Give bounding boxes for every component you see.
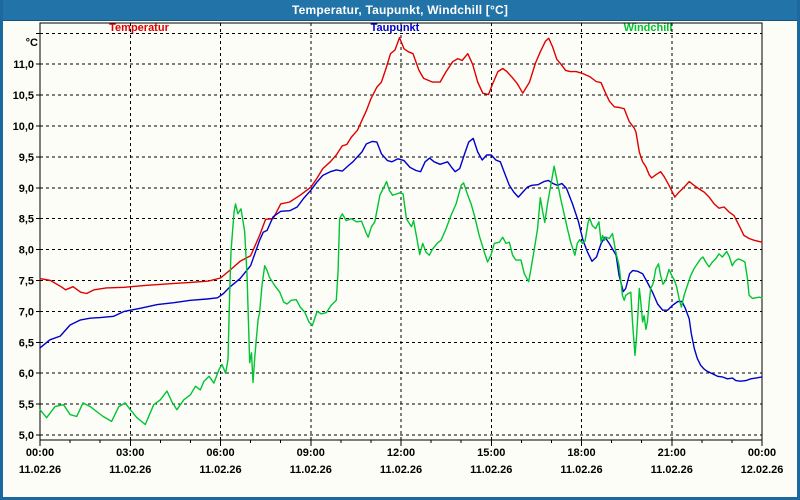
x-tick-date-label: 12.02.26 [741, 464, 784, 476]
y-tick-label: 9,0 [19, 183, 34, 195]
y-tick-label: 7,0 [19, 306, 34, 318]
x-tick-time-label: 09:00 [297, 447, 325, 459]
series-line-temperatur [39, 36, 763, 295]
y-tick-label: 9,5 [19, 152, 34, 164]
y-tick-label: 10,0 [13, 121, 34, 133]
window-title: Temperatur, Taupunkt, Windchill [°C] [291, 3, 509, 17]
x-tick-date-label: 11.02.26 [560, 464, 602, 476]
x-tick-date-label: 11.02.26 [470, 464, 512, 476]
legend-item-windchill: Windchill [623, 22, 673, 34]
legend-item-temperatur: Temperatur [109, 22, 169, 34]
y-axis-unit-label: °C [25, 37, 38, 49]
y-tick-label: 8,5 [19, 214, 34, 226]
series-line-taupunkt [39, 137, 763, 382]
x-tick-time-label: 12:00 [387, 447, 415, 459]
legend-item-taupunkt: Taupunkt [370, 22, 420, 34]
y-tick-label: 11,0 [13, 59, 34, 71]
x-tick-date-label: 11.02.26 [19, 464, 61, 476]
x-tick-date-label: 11.02.26 [290, 464, 332, 476]
y-tick-label: 6,5 [19, 337, 34, 349]
x-tick-date-label: 11.02.26 [651, 464, 693, 476]
x-tick-time-label: 03:00 [116, 447, 144, 459]
y-tick-label: 5,0 [19, 430, 34, 442]
x-tick-time-label: 06:00 [206, 447, 234, 459]
x-tick-date-label: 11.02.26 [109, 464, 151, 476]
x-tick-time-label: 21:00 [658, 447, 686, 459]
series-line-windchill [39, 165, 763, 426]
title-bar[interactable]: Temperatur, Taupunkt, Windchill [°C] [3, 0, 797, 21]
x-tick-date-label: 11.02.26 [380, 464, 422, 476]
x-tick-time-label: 18:00 [567, 447, 595, 459]
y-tick-label: 7,5 [19, 276, 34, 288]
y-tick-label: 8,0 [19, 245, 34, 257]
y-tick-label: 5,5 [19, 399, 34, 411]
y-tick-label: 10,5 [13, 90, 34, 102]
x-tick-date-label: 11.02.26 [199, 464, 241, 476]
chart-plot: 5,0 5,5 6,0 6,5 7,0 7,5 8,0 8,5 9,0 9,5 10,0 10,5 11… [13, 22, 784, 476]
x-tick-time-label: 00:00 [26, 447, 54, 459]
x-tick-time-label: 00:00 [748, 447, 776, 459]
y-tick-label: 6,0 [19, 368, 34, 380]
x-tick-time-label: 15:00 [477, 447, 505, 459]
